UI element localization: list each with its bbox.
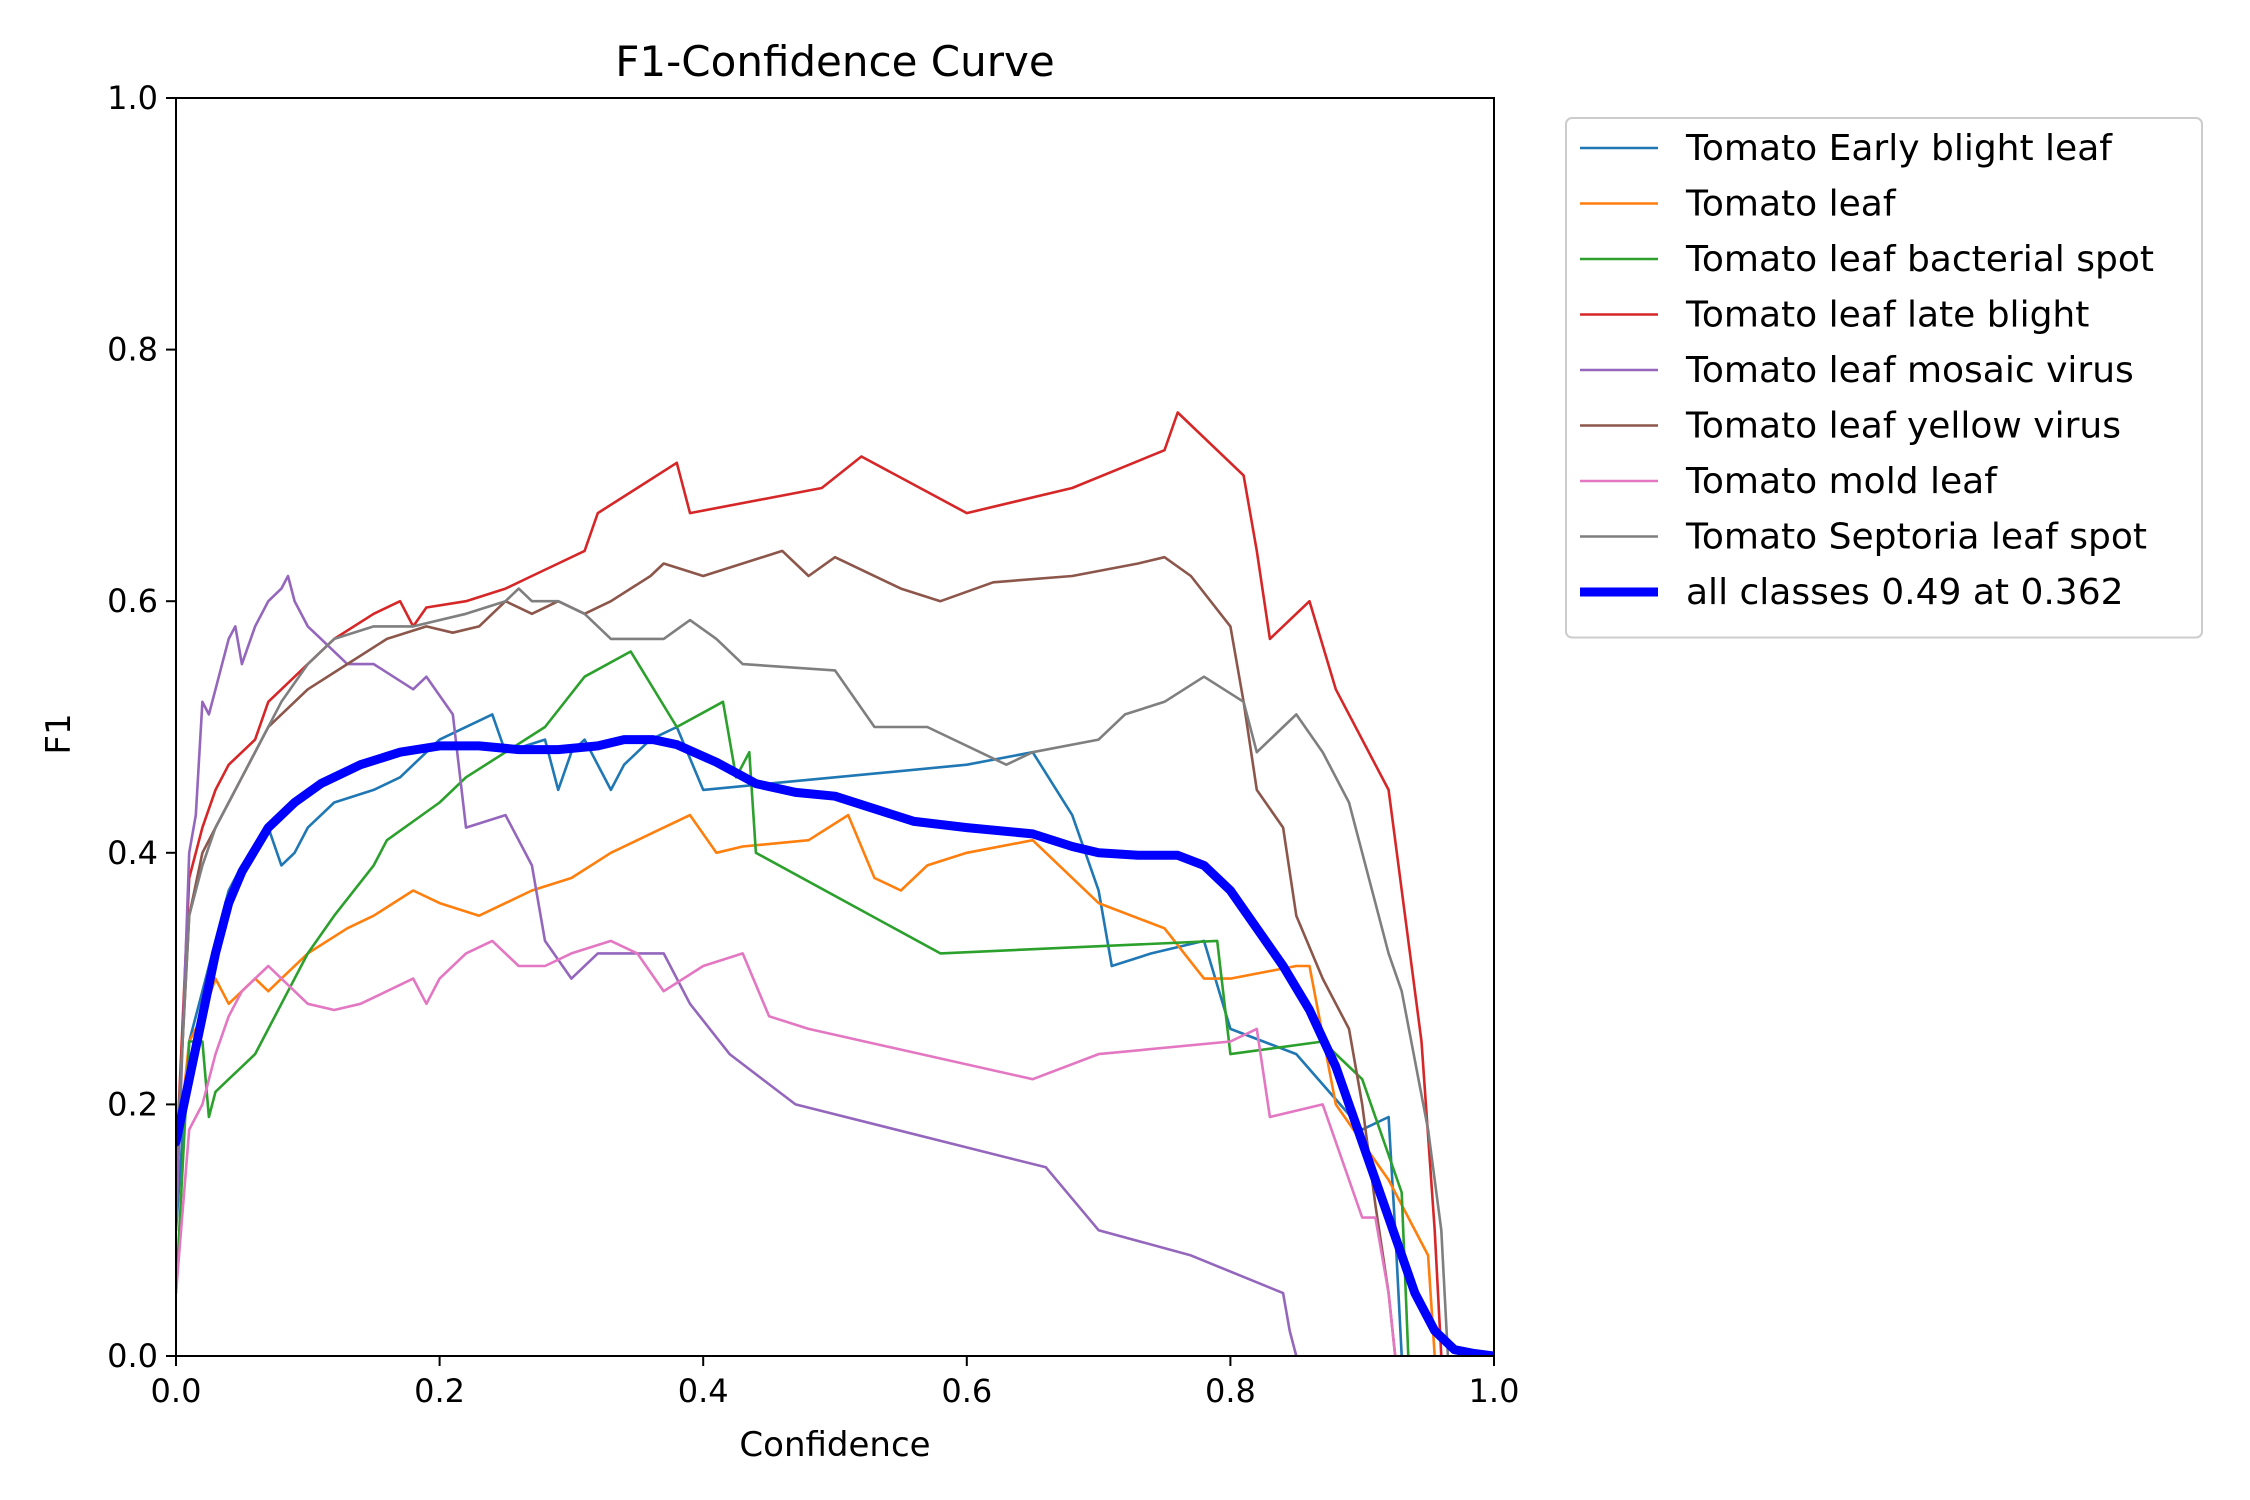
series-line-8: [176, 587, 1450, 1356]
series-line-5: [176, 574, 1298, 1356]
axes: 0.0 0.2 0.4 0.6 0.8 1.0 0.0 0.2 0.4 0.6 0.8 1.0: [107, 79, 1519, 1410]
legend-label-3: Tomato leaf bacterial spot: [1685, 239, 2154, 280]
series-line-1: [176, 713, 1403, 1356]
legend-label-6: Tomato leaf yellow virus: [1685, 406, 2121, 447]
legend-label-4: Tomato leaf late blight: [1685, 295, 2089, 336]
y-tick-label: 1.0: [107, 79, 158, 117]
y-tick-label: 0.4: [107, 834, 158, 872]
legend: Tomato Early blight leaf Tomato leaf Tomat…: [1565, 117, 2203, 639]
y-axis-title: F1: [39, 713, 79, 754]
legend-label-8: Tomato Septoria leaf spot: [1685, 517, 2147, 558]
series-lines: [176, 411, 1494, 1356]
series-line-6: [176, 549, 1397, 1356]
legend-label-9: all classes 0.49 at 0.362: [1686, 572, 2124, 613]
chart-title: F1-Confidence Curve: [615, 37, 1054, 86]
legend-label-1: Tomato Early blight leaf: [1685, 128, 2113, 169]
series-line-3: [176, 650, 1410, 1356]
legend-label-7: Tomato mold leaf: [1685, 461, 1998, 502]
x-tick-label: 0.2: [414, 1372, 465, 1410]
y-tick-label: 0.2: [107, 1085, 158, 1123]
series-line-4: [176, 411, 1443, 1356]
plot-frame: [175, 97, 1495, 1357]
legend-label-2: Tomato leaf: [1685, 184, 1897, 225]
plot-area: [176, 411, 1494, 1356]
x-tick-label: 0.4: [678, 1372, 729, 1410]
series-line-9: [176, 735, 1494, 1356]
x-tick-label: 1.0: [1469, 1372, 1520, 1410]
y-tick-label: 0.8: [107, 331, 158, 369]
x-axis-title: Confidence: [739, 1425, 930, 1465]
y-tick-label: 0.0: [107, 1337, 158, 1375]
legend-label-5: Tomato leaf mosaic virus: [1685, 350, 2134, 391]
series-line-7: [176, 939, 1397, 1356]
x-tick-label: 0.8: [1205, 1372, 1256, 1410]
x-tick-label: 0.0: [151, 1372, 202, 1410]
series-line-2: [176, 813, 1436, 1356]
legend-box: [1565, 117, 2203, 639]
x-tick-label: 0.6: [941, 1372, 992, 1410]
y-tick-label: 0.6: [107, 582, 158, 620]
